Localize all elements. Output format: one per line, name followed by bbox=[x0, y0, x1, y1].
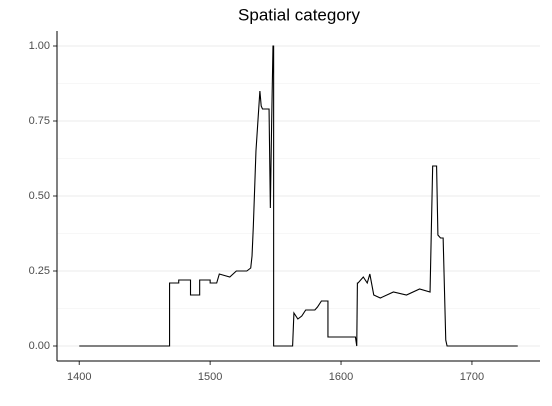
y-tick-label: 0.25 bbox=[29, 265, 50, 277]
y-tick-label: 0.00 bbox=[29, 340, 50, 352]
x-tick-label: 1700 bbox=[460, 371, 484, 383]
y-tick-label: 1.00 bbox=[29, 40, 50, 52]
x-tick-label: 1500 bbox=[198, 371, 222, 383]
y-tick-label: 0.75 bbox=[29, 115, 50, 127]
y-tick-label: 0.50 bbox=[29, 190, 50, 202]
x-tick-label: 1400 bbox=[67, 371, 91, 383]
line-series bbox=[79, 45, 518, 347]
x-tick-label: 1600 bbox=[329, 371, 353, 383]
chart-title: Spatial category bbox=[238, 5, 360, 24]
